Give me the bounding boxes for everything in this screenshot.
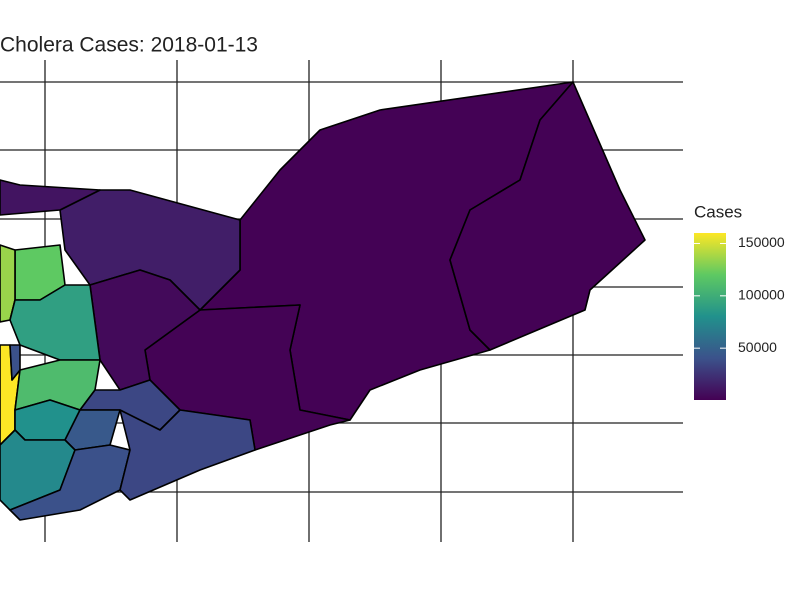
legend-tick-label: 100000 <box>738 287 785 303</box>
legend-tick-label: 50000 <box>738 339 777 355</box>
region <box>449 81 646 351</box>
region <box>89 269 201 391</box>
region <box>9 344 21 381</box>
region <box>0 179 101 216</box>
region <box>119 409 256 501</box>
legend-tick-label: 150000 <box>738 234 785 250</box>
colorbar <box>694 233 726 400</box>
map-title: Cholera Cases: 2018-01-13 <box>0 34 258 57</box>
regions <box>0 81 646 521</box>
legend-title: Cases <box>694 202 742 221</box>
legend: 50000 100000 150000 <box>694 233 785 400</box>
region <box>9 284 101 361</box>
